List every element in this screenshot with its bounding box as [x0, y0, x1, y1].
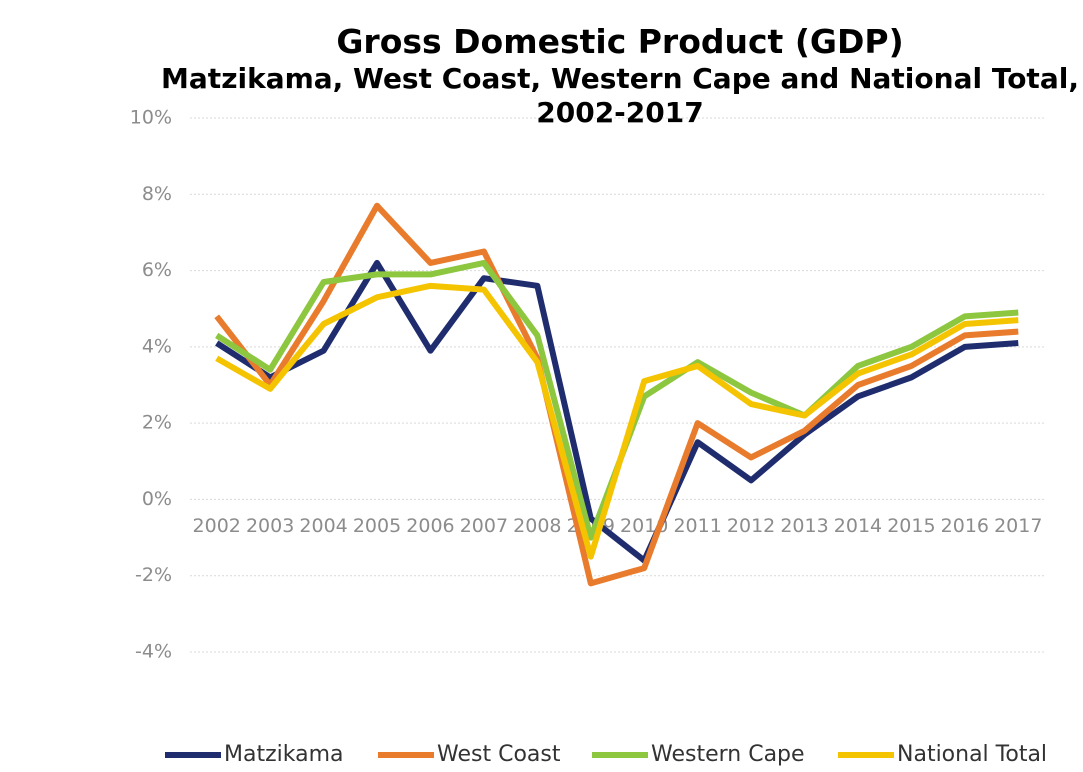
legend-label: National Total	[897, 742, 1047, 767]
x-tick-label: 2014	[834, 515, 882, 537]
y-tick-label: 10%	[130, 107, 172, 129]
x-tick-label: 2002	[193, 515, 241, 537]
y-tick-label: 4%	[142, 335, 172, 357]
legend-label: Matzikama	[224, 742, 344, 767]
series-line	[215, 282, 1019, 560]
y-tick-label: 6%	[142, 259, 172, 281]
x-tick-label: 2015	[887, 515, 935, 537]
x-tick-label: 2016	[941, 515, 989, 537]
x-tick-label: 2007	[460, 515, 508, 537]
y-tick-label: 8%	[142, 183, 172, 205]
series-line	[214, 202, 1019, 587]
y-tick-label: 0%	[142, 488, 172, 510]
x-tick-label: 2005	[353, 515, 401, 537]
x-tick-label: 2003	[246, 515, 294, 537]
titles: Gross Domestic Product (GDP) Matzikama, …	[150, 22, 1083, 130]
x-tick-label: 2012	[727, 515, 775, 537]
chart-title: Gross Domestic Product (GDP)	[336, 22, 904, 61]
series-line	[215, 259, 1019, 541]
y-tick-label: -4%	[135, 641, 172, 663]
x-tick-label: 2004	[299, 515, 347, 537]
x-tick-label: 2008	[513, 515, 561, 537]
legend-label: West Coast	[437, 742, 561, 767]
x-tick-label: 2017	[994, 515, 1042, 537]
y-tick-label: -2%	[135, 564, 172, 586]
y-tick-label: 2%	[142, 412, 172, 434]
x-tick-label: 2011	[673, 515, 721, 537]
x-tick-label: 2006	[406, 515, 454, 537]
x-tick-label: 2013	[780, 515, 828, 537]
series-line	[215, 259, 1019, 564]
legend-label: Western Cape	[651, 742, 805, 767]
chart-subtitle: Matzikama, West Coast, Western Cape and …	[161, 62, 1079, 129]
